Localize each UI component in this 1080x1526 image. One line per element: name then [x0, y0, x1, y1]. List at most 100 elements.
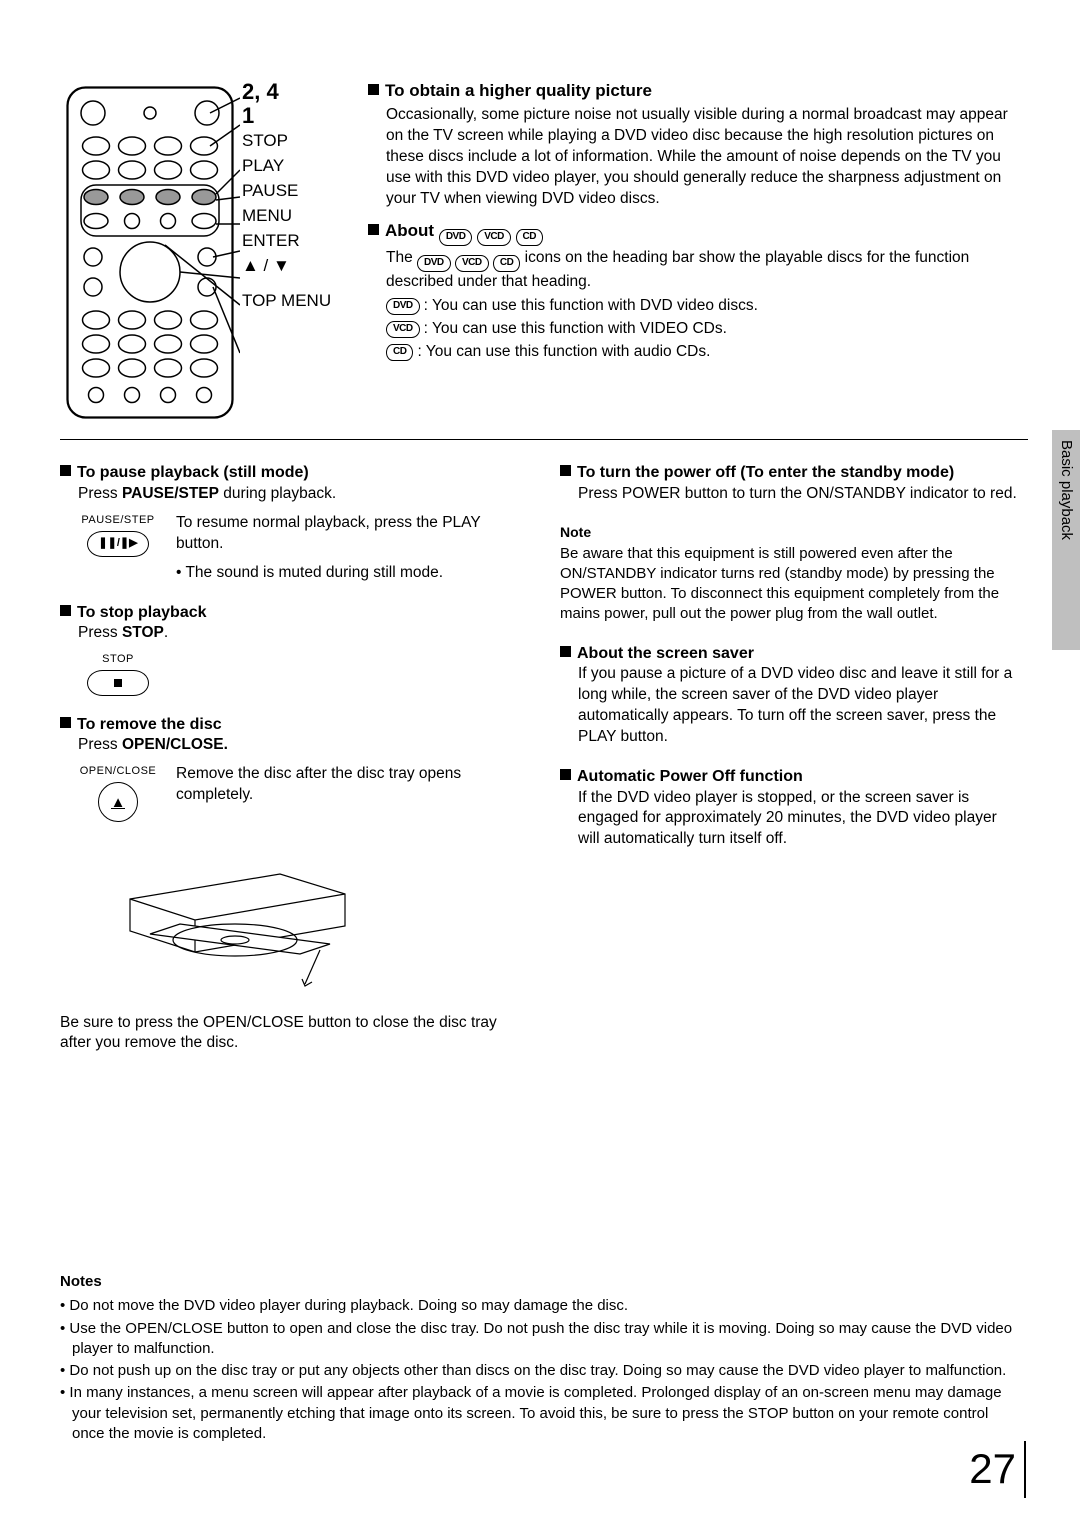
remove-instr-a: Press [78, 736, 122, 753]
stop-button-row: STOP [78, 652, 520, 696]
vcd-icon-row: VCD [386, 321, 420, 338]
pause-btn-text: To resume normal playback, press the PLA… [176, 513, 520, 584]
stop-instr-b: STOP [122, 624, 164, 641]
pause-heading-text: To pause playback (still mode) [77, 464, 309, 481]
remove-closing-note: Be sure to press the OPEN/CLOSE button t… [60, 1013, 520, 1055]
notes-bottom: Notes Do not move the DVD video player d… [60, 1272, 1020, 1446]
about-vcd-row: VCD: You can use this function with VIDE… [386, 319, 1020, 340]
remove-section: To remove the disc Press OPEN/CLOSE. OPE… [60, 714, 520, 1054]
stop-instr-a: Press [78, 624, 122, 641]
power-heading-text: To turn the power off (To enter the stan… [577, 464, 954, 481]
eject-icon: ▲ [111, 795, 126, 809]
about-dvd-row: DVD: You can use this function with DVD … [386, 296, 1020, 317]
vcd-icon: VCD [477, 229, 511, 246]
about-dvd-text: : You can use this function with DVD vid… [424, 296, 758, 317]
notes-item: In many instances, a menu screen will ap… [60, 1383, 1020, 1444]
dvd-icon: DVD [439, 229, 473, 246]
stop-instruction: Press STOP. [78, 623, 520, 644]
about-cd-text: : You can use this function with audio C… [417, 342, 710, 363]
right-column: To turn the power off (To enter the stan… [560, 462, 1020, 1072]
stop-btn-oval [87, 670, 149, 696]
stop-instr-c: . [164, 624, 168, 641]
remove-btn-caption: OPEN/CLOSE [78, 764, 158, 779]
remote-label-topmenu: TOP MENU [242, 290, 362, 313]
side-tab-label: Basic playback [1056, 440, 1076, 540]
quality-heading: To obtain a higher quality picture [368, 80, 1020, 103]
top-region: 2, 4 1 STOP PLAY PAUSE MENU ENTER ▲ / ▼ … [60, 80, 1020, 431]
stop-heading-text: To stop playback [77, 604, 207, 621]
disc-tray-illustration [120, 834, 520, 1000]
stop-square-icon [114, 679, 122, 687]
auto-heading: Automatic Power Off function [560, 766, 1020, 788]
dvd-icon-row: DVD [386, 298, 420, 315]
remove-instr-b: OPEN/CLOSE. [122, 736, 228, 753]
notes-item: Do not move the DVD video player during … [60, 1296, 1020, 1316]
power-heading: To turn the power off (To enter the stan… [560, 462, 1020, 484]
remove-heading-text: To remove the disc [77, 716, 222, 733]
about-intro: The DVD VCD CD icons on the heading bar … [386, 248, 1020, 293]
stop-button-diagram: STOP [78, 652, 158, 696]
pause-instr-a: Press [78, 485, 122, 502]
notes-item: Use the OPEN/CLOSE button to open and cl… [60, 1319, 1020, 1360]
cd-icon: CD [516, 229, 543, 246]
auto-body: If the DVD video player is stopped, or t… [578, 788, 1020, 851]
pause-instruction: Press PAUSE/STEP during playback. [78, 484, 520, 505]
pause-instr-c: during playback. [219, 485, 336, 502]
notes-list: Do not move the DVD video player during … [60, 1296, 1020, 1444]
note-label: Note [560, 523, 1020, 542]
cd-icon-inline: CD [493, 255, 520, 272]
quality-body: Occasionally, some picture noise not usu… [386, 105, 1020, 210]
saver-heading: About the screen saver [560, 643, 1020, 665]
stop-section: To stop playback Press STOP. STOP [60, 602, 520, 696]
remove-btn-circle: ▲ [98, 782, 138, 822]
pause-btn-caption: PAUSE/STEP [78, 513, 158, 528]
remote-diagram: 2, 4 1 STOP PLAY PAUSE MENU ENTER ▲ / ▼ … [60, 80, 340, 431]
power-section: To turn the power off (To enter the stan… [560, 462, 1020, 505]
saver-heading-text: About the screen saver [577, 645, 754, 662]
remote-svg [60, 80, 240, 425]
pause-section: To pause playback (still mode) Press PAU… [60, 462, 520, 583]
about-cd-row: CD: You can use this function with audio… [386, 342, 1020, 363]
remove-button-row: OPEN/CLOSE ▲ Remove the disc after the d… [78, 764, 520, 822]
stop-heading: To stop playback [60, 602, 520, 624]
about-vcd-text: : You can use this function with VIDEO C… [424, 319, 727, 340]
dvd-icon-inline: DVD [417, 255, 451, 272]
about-heading: About DVD VCD CD [368, 220, 1020, 246]
page-number: 27 [969, 1441, 1026, 1498]
notes-label: Notes [60, 1272, 1020, 1292]
note-section: Note Be aware that this equipment is sti… [560, 523, 1020, 625]
pause-instr-b: PAUSE/STEP [122, 485, 219, 502]
remote-label-enter: ENTER [242, 230, 362, 253]
auto-heading-text: Automatic Power Off function [577, 768, 803, 785]
top-text-block: To obtain a higher quality picture Occas… [368, 80, 1020, 431]
remote-step-24: 2, 4 [242, 80, 362, 104]
left-column: To pause playback (still mode) Press PAU… [60, 462, 520, 1072]
quality-heading-text: To obtain a higher quality picture [385, 81, 652, 100]
remote-label-updown: ▲ / ▼ [242, 255, 362, 278]
pause-button-diagram: PAUSE/STEP ❚❚/❚▶ [78, 513, 158, 557]
pause-btn-oval: ❚❚/❚▶ [87, 531, 149, 557]
remove-button-diagram: OPEN/CLOSE ▲ [78, 764, 158, 822]
remote-label-menu: MENU [242, 205, 362, 228]
remote-label-stop: STOP [242, 130, 362, 153]
cd-icon-row: CD [386, 344, 413, 361]
pause-heading: To pause playback (still mode) [60, 462, 520, 484]
pause-resume-text: To resume normal playback, press the PLA… [176, 513, 520, 555]
remote-label-play: PLAY [242, 155, 362, 178]
divider [60, 439, 1028, 440]
notes-item: Do not push up on the disc tray or put a… [60, 1361, 1020, 1381]
power-body: Press POWER button to turn the ON/STANDB… [578, 484, 1020, 505]
saver-body: If you pause a picture of a DVD video di… [578, 664, 1020, 748]
about-intro-a: The [386, 249, 417, 266]
remote-step-1: 1 [242, 104, 362, 128]
two-column-region: To pause playback (still mode) Press PAU… [60, 462, 1020, 1072]
remove-heading: To remove the disc [60, 714, 520, 736]
remote-label-column: 2, 4 1 STOP PLAY PAUSE MENU ENTER ▲ / ▼ … [242, 80, 362, 313]
auto-section: Automatic Power Off function If the DVD … [560, 766, 1020, 850]
about-heading-text: About [385, 221, 434, 240]
vcd-icon-inline: VCD [455, 255, 489, 272]
note-body: Be aware that this equipment is still po… [560, 544, 1020, 625]
remove-instruction: Press OPEN/CLOSE. [78, 735, 520, 756]
remote-label-pause: PAUSE [242, 180, 362, 203]
pause-button-row: PAUSE/STEP ❚❚/❚▶ To resume normal playba… [78, 513, 520, 584]
